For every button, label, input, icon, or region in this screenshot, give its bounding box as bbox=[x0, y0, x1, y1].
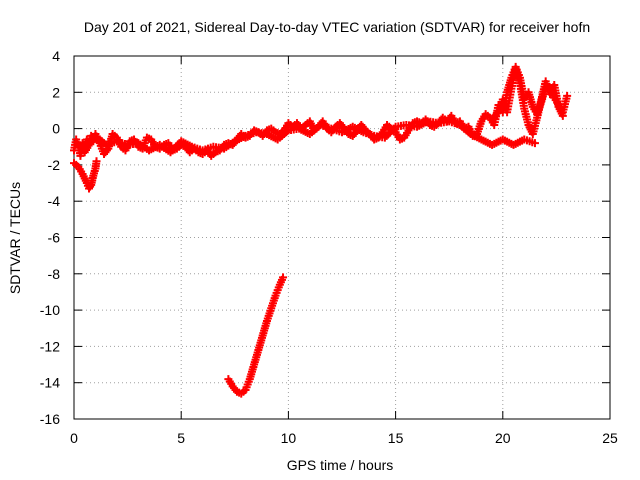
data-point bbox=[563, 91, 572, 100]
x-tick-label: 20 bbox=[495, 430, 511, 446]
y-tick-label: 2 bbox=[52, 84, 60, 100]
data-series bbox=[70, 157, 101, 193]
data-point bbox=[279, 273, 288, 282]
tick-labels: 0 5 10 15 20 25 -16 -14 -12 -10 -8 -6 -4 -2 0 2 4 bbox=[40, 48, 618, 446]
data-points bbox=[70, 62, 572, 398]
y-tick-label: -4 bbox=[48, 193, 61, 209]
data-point bbox=[530, 139, 539, 148]
y-tick-label: -6 bbox=[48, 230, 61, 246]
y-tick-label: -2 bbox=[48, 157, 61, 173]
grid-layer bbox=[74, 56, 610, 419]
x-tick-label: 0 bbox=[70, 430, 78, 446]
x-tick-label: 10 bbox=[281, 430, 297, 446]
chart-title: Day 201 of 2021, Sidereal Day-to-day VTE… bbox=[84, 19, 590, 35]
y-axis-label: SDTVAR / TECUs bbox=[7, 182, 23, 294]
x-tick-label: 5 bbox=[177, 430, 185, 446]
y-tick-label: 4 bbox=[52, 48, 60, 64]
x-tick-label: 25 bbox=[602, 430, 618, 446]
y-tick-label: -16 bbox=[40, 411, 60, 427]
data-series bbox=[224, 273, 288, 398]
y-tick-label: -14 bbox=[40, 375, 60, 391]
y-tick-label: -10 bbox=[40, 302, 60, 318]
tick-layer bbox=[73, 55, 611, 420]
data-series bbox=[74, 117, 539, 157]
x-tick-label: 15 bbox=[388, 430, 404, 446]
y-tick-label: 0 bbox=[52, 121, 60, 137]
data-series bbox=[490, 64, 567, 139]
y-tick-label: -12 bbox=[40, 338, 60, 354]
data-point bbox=[558, 111, 567, 120]
y-tick-label: -8 bbox=[48, 266, 61, 282]
x-axis-label: GPS time / hours bbox=[287, 457, 394, 473]
data-point bbox=[92, 157, 101, 166]
